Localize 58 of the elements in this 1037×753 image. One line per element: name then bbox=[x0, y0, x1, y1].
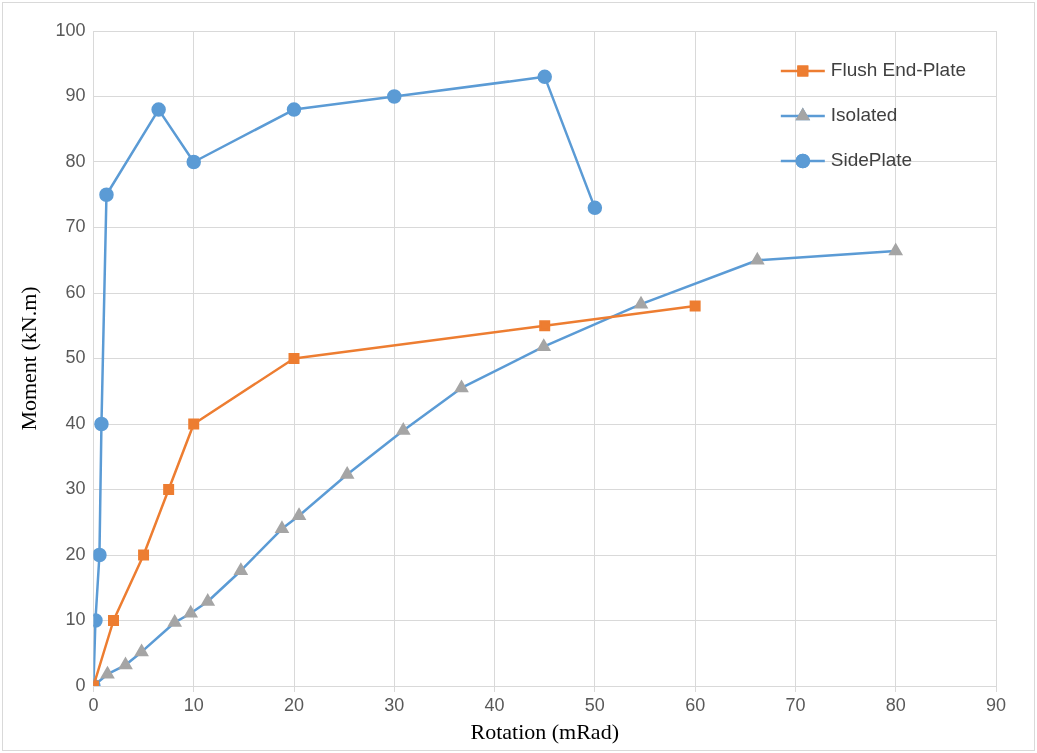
point bbox=[396, 423, 410, 435]
legend-label: Isolated bbox=[830, 104, 898, 126]
point bbox=[537, 339, 551, 351]
point bbox=[163, 484, 175, 495]
point bbox=[168, 615, 182, 627]
point bbox=[587, 200, 603, 216]
point bbox=[340, 467, 354, 479]
point bbox=[889, 243, 903, 256]
y-tick-label: 70 bbox=[65, 216, 86, 237]
point bbox=[537, 69, 552, 85]
y-tick-label: 90 bbox=[65, 85, 86, 106]
x-tick-label: 40 bbox=[484, 694, 505, 715]
x-tick-label: 70 bbox=[785, 694, 806, 715]
point bbox=[634, 296, 648, 309]
legend-label: Flush End-Plate bbox=[830, 59, 967, 81]
x-tick-label: 10 bbox=[183, 694, 204, 715]
point bbox=[455, 380, 468, 393]
point bbox=[292, 508, 306, 520]
x-tick-label: 90 bbox=[985, 694, 1007, 715]
point bbox=[138, 549, 150, 561]
point bbox=[689, 300, 701, 312]
point bbox=[101, 666, 114, 679]
point bbox=[750, 253, 764, 265]
point bbox=[184, 606, 198, 618]
legend-label: SidePlate bbox=[830, 149, 913, 171]
y-tick-label: 60 bbox=[65, 281, 86, 302]
y-tick-label: 40 bbox=[65, 412, 86, 433]
point bbox=[275, 521, 289, 534]
y-tick-label: 0 bbox=[75, 674, 86, 695]
point bbox=[151, 102, 166, 117]
y-tick-label: 50 bbox=[65, 347, 86, 368]
point bbox=[99, 187, 114, 202]
x-axis-title: Rotation (mRad) bbox=[470, 718, 619, 744]
point bbox=[119, 657, 132, 670]
point bbox=[539, 320, 551, 332]
point bbox=[288, 353, 300, 364]
point bbox=[94, 416, 109, 432]
x-tick-label: 80 bbox=[885, 694, 906, 715]
point bbox=[186, 154, 201, 170]
x-tick-label: 20 bbox=[283, 694, 305, 715]
point bbox=[108, 615, 119, 626]
point bbox=[387, 89, 402, 104]
y-tick-label: 30 bbox=[65, 478, 86, 499]
point bbox=[234, 563, 248, 575]
point bbox=[135, 644, 149, 657]
point bbox=[188, 418, 200, 430]
y-tick-label: 80 bbox=[65, 150, 86, 171]
point bbox=[93, 547, 107, 563]
x-tick-label: 60 bbox=[685, 694, 706, 715]
x-tick-label: 0 bbox=[88, 694, 99, 715]
y-tick-label: 10 bbox=[65, 609, 86, 630]
x-tick-label: 50 bbox=[584, 694, 605, 715]
x-tick-label: 30 bbox=[384, 694, 405, 715]
y-axis-title: Moment (kN.m) bbox=[15, 286, 41, 431]
point bbox=[286, 102, 302, 117]
point bbox=[201, 594, 215, 606]
y-tick-label: 20 bbox=[65, 543, 86, 564]
y-tick-label: 100 bbox=[55, 19, 86, 40]
